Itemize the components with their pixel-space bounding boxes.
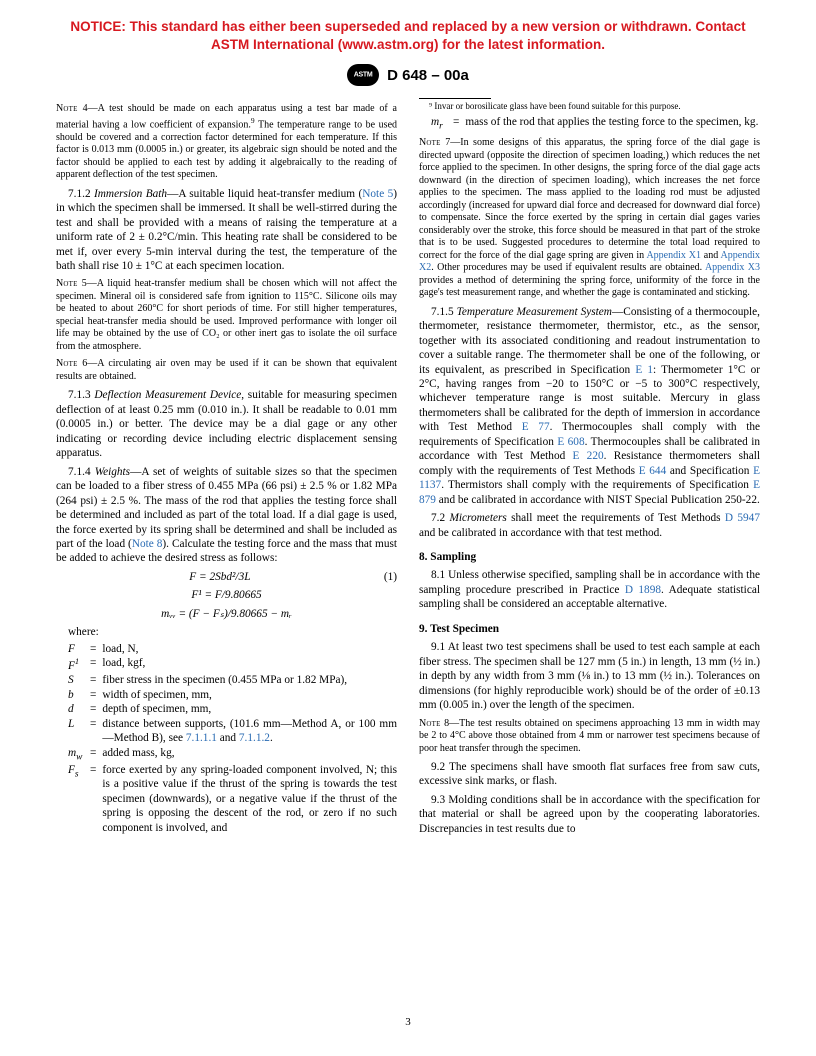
- symbol-definitions: F=load, N, F1=load, kgf, S=fiber stress …: [68, 642, 397, 836]
- para-9.3: 9.3 Molding conditions shall be in accor…: [419, 793, 760, 836]
- note-8: Note 8—The test results obtained on spec…: [419, 718, 760, 756]
- note-6: Note 6—A circulating air oven may be use…: [56, 358, 397, 383]
- equation-3: mᵥᵥ = (F − Fₛ)/9.80665 − mᵣ: [56, 607, 397, 621]
- link-e608[interactable]: E 608: [557, 436, 584, 448]
- section-9-heading: 9. Test Specimen: [419, 622, 760, 636]
- link-appx1[interactable]: Appendix X1: [646, 250, 701, 261]
- note-7: Note 7—In some designs of this apparatus…: [419, 137, 760, 300]
- para-9.1: 9.1 At least two test specimens shall be…: [419, 640, 760, 712]
- link-e1[interactable]: E 1: [635, 364, 653, 376]
- para-9.2: 9.2 The specimens shall have smooth flat…: [419, 760, 760, 789]
- notice-banner: NOTICE: This standard has either been su…: [0, 0, 816, 58]
- para-7.1.3: 7.1.3 Deflection Measurement Device, sui…: [56, 388, 397, 460]
- link-d1898[interactable]: D 1898: [625, 584, 661, 596]
- para-7.1.5: 7.1.5 Temperature Measurement System—Con…: [419, 305, 760, 507]
- note-5: Note 5—A liquid heat-transfer medium sha…: [56, 278, 397, 353]
- para-7.1.2: 7.1.2 Immersion Bath—A suitable liquid h…: [56, 187, 397, 274]
- astm-logo: [347, 64, 379, 86]
- symbol-definitions-cont: mr=mass of the rod that applies the test…: [431, 115, 758, 132]
- page-number: 3: [0, 1016, 816, 1028]
- equation-2: F¹ = F/9.80665: [56, 588, 397, 602]
- link-7111[interactable]: 7.1.1.1: [186, 732, 217, 744]
- document-header: D 648 – 00a: [0, 58, 816, 98]
- footnote-9: ⁹ Invar or borosilicate glass have been …: [419, 101, 760, 113]
- designation: D 648 – 00a: [387, 67, 469, 84]
- link-appx3[interactable]: Appendix X3: [705, 262, 760, 273]
- section-8-heading: 8. Sampling: [419, 550, 760, 564]
- link-e77[interactable]: E 77: [522, 421, 550, 433]
- link-7112[interactable]: 7.1.1.2: [239, 732, 270, 744]
- link-e644[interactable]: E 644: [639, 465, 667, 477]
- link-e220[interactable]: E 220: [573, 450, 604, 462]
- body-columns: Note 4—A test should be made on each app…: [0, 98, 816, 841]
- link-note8[interactable]: Note 8: [132, 538, 163, 550]
- note-4: Note 4—A test should be made on each app…: [56, 103, 397, 181]
- para-7.1.4: 7.1.4 Weights—A set of weights of suitab…: [56, 465, 397, 566]
- equation-1: F = 2Sbd²/3L(1): [56, 570, 397, 584]
- link-note5[interactable]: Note 5: [362, 188, 393, 200]
- para-7.2: 7.2 Micrometers shall meet the requireme…: [419, 511, 760, 540]
- link-d5947[interactable]: D 5947: [725, 512, 760, 524]
- para-8.1: 8.1 Unless otherwise specified, sampling…: [419, 568, 760, 611]
- where-label: where:: [68, 625, 397, 639]
- footnote-rule: [419, 98, 491, 99]
